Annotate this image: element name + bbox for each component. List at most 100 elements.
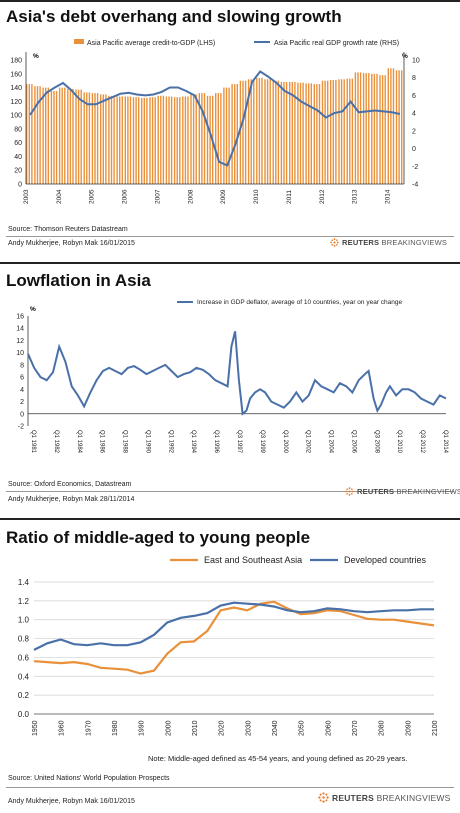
bar [182, 96, 184, 184]
reuters-logo-icon [318, 792, 329, 803]
y-tick: 8 [20, 362, 24, 369]
bar [354, 72, 357, 184]
bar [280, 82, 283, 184]
bar [187, 96, 189, 184]
bar [346, 78, 348, 184]
y-left-unit: % [33, 53, 39, 60]
bar [357, 72, 359, 184]
bar [236, 84, 238, 184]
bar [332, 80, 334, 184]
y-right-tick: -2 [412, 164, 418, 171]
bar [141, 97, 143, 184]
bar [373, 73, 376, 184]
bar [105, 94, 107, 184]
bar [209, 95, 211, 184]
chart-note-3: Note: Middle-aged defined as 45-54 years… [148, 754, 408, 763]
y-unit: % [30, 306, 36, 313]
source-3: Source: United Nations' World Population… [8, 775, 170, 782]
bar [365, 73, 367, 184]
bar [387, 68, 389, 184]
bar [225, 87, 228, 184]
bar [168, 96, 170, 184]
y-tick: 10 [16, 350, 24, 357]
source-2: Source: Oxford Economics, Datastream [8, 481, 132, 488]
x-tick: 2004 [56, 189, 63, 204]
bar [264, 79, 266, 184]
x-tick: 2000 [165, 720, 172, 736]
bar [220, 93, 222, 184]
y-left-tick: 180 [10, 58, 22, 65]
bar [47, 87, 49, 184]
y-right-tick: 6 [412, 93, 416, 100]
bar [321, 80, 324, 184]
source-1: Source: Thomson Reuters Datastream [8, 226, 128, 233]
x-tick: Q1 1986 [99, 430, 105, 454]
bar [55, 91, 58, 184]
y-left-tick: 140 [10, 85, 22, 92]
bar [143, 97, 145, 184]
x-tick: Q3 2012 [419, 430, 425, 454]
bar [135, 97, 137, 184]
bar [359, 72, 362, 184]
bar [324, 80, 326, 184]
divider-1 [6, 236, 454, 237]
bar [192, 94, 195, 184]
bar [206, 95, 209, 184]
x-tick: Q1 2002 [305, 430, 311, 454]
x-tick: 2007 [154, 189, 161, 204]
bar [45, 87, 47, 184]
bar [305, 83, 307, 184]
bar [176, 97, 178, 184]
x-tick: Q1 1992 [167, 430, 173, 454]
x-tick: 2070 [352, 720, 359, 736]
x-tick: 2010 [192, 720, 199, 736]
bar [294, 82, 296, 184]
x-tick: Q1 1996 [213, 430, 219, 454]
y-right-tick: 4 [412, 111, 416, 118]
y-right-tick: 2 [412, 128, 416, 135]
x-tick: 2100 [432, 720, 439, 736]
bar [110, 95, 113, 184]
y-tick: -2 [18, 424, 24, 431]
bar [198, 93, 200, 184]
y-tick: 2 [20, 399, 24, 406]
bar [28, 84, 30, 184]
bar [100, 94, 102, 184]
bar [297, 82, 299, 184]
x-tick: Q1 1984 [76, 430, 82, 454]
bar [36, 86, 39, 184]
bar [338, 79, 340, 184]
bar [247, 79, 250, 184]
bar [277, 80, 280, 184]
x-tick: 2005 [89, 189, 96, 204]
bar [242, 80, 244, 184]
x-tick: 2011 [286, 190, 293, 204]
x-tick: 2080 [379, 720, 386, 736]
bar [291, 82, 293, 184]
bar [102, 94, 104, 184]
bar [58, 87, 61, 184]
bar [108, 95, 110, 184]
y-left-tick: 160 [10, 71, 22, 78]
chart-1: Asia Pacific average credit-to-GDP (LHS)… [10, 39, 420, 204]
x-tick: 2030 [245, 720, 252, 736]
bar [170, 96, 173, 184]
bar [401, 70, 403, 184]
y-tick: 1.2 [18, 597, 30, 606]
bar [127, 96, 129, 184]
bar [94, 93, 96, 184]
bar [162, 95, 165, 184]
x-tick: 2003 [23, 189, 30, 204]
x-tick: Q1 2004 [328, 430, 334, 454]
bar [113, 95, 115, 184]
bar [330, 80, 332, 184]
y-right-tick: 10 [412, 58, 420, 65]
divider-3 [6, 787, 454, 788]
reuters-logo-icon [345, 487, 354, 496]
top-rule-3 [0, 518, 460, 520]
y-left-tick: 120 [10, 99, 22, 106]
x-tick: 1950 [32, 720, 39, 736]
bar [250, 79, 252, 184]
x-tick: 2006 [122, 189, 129, 204]
bar [69, 88, 72, 184]
